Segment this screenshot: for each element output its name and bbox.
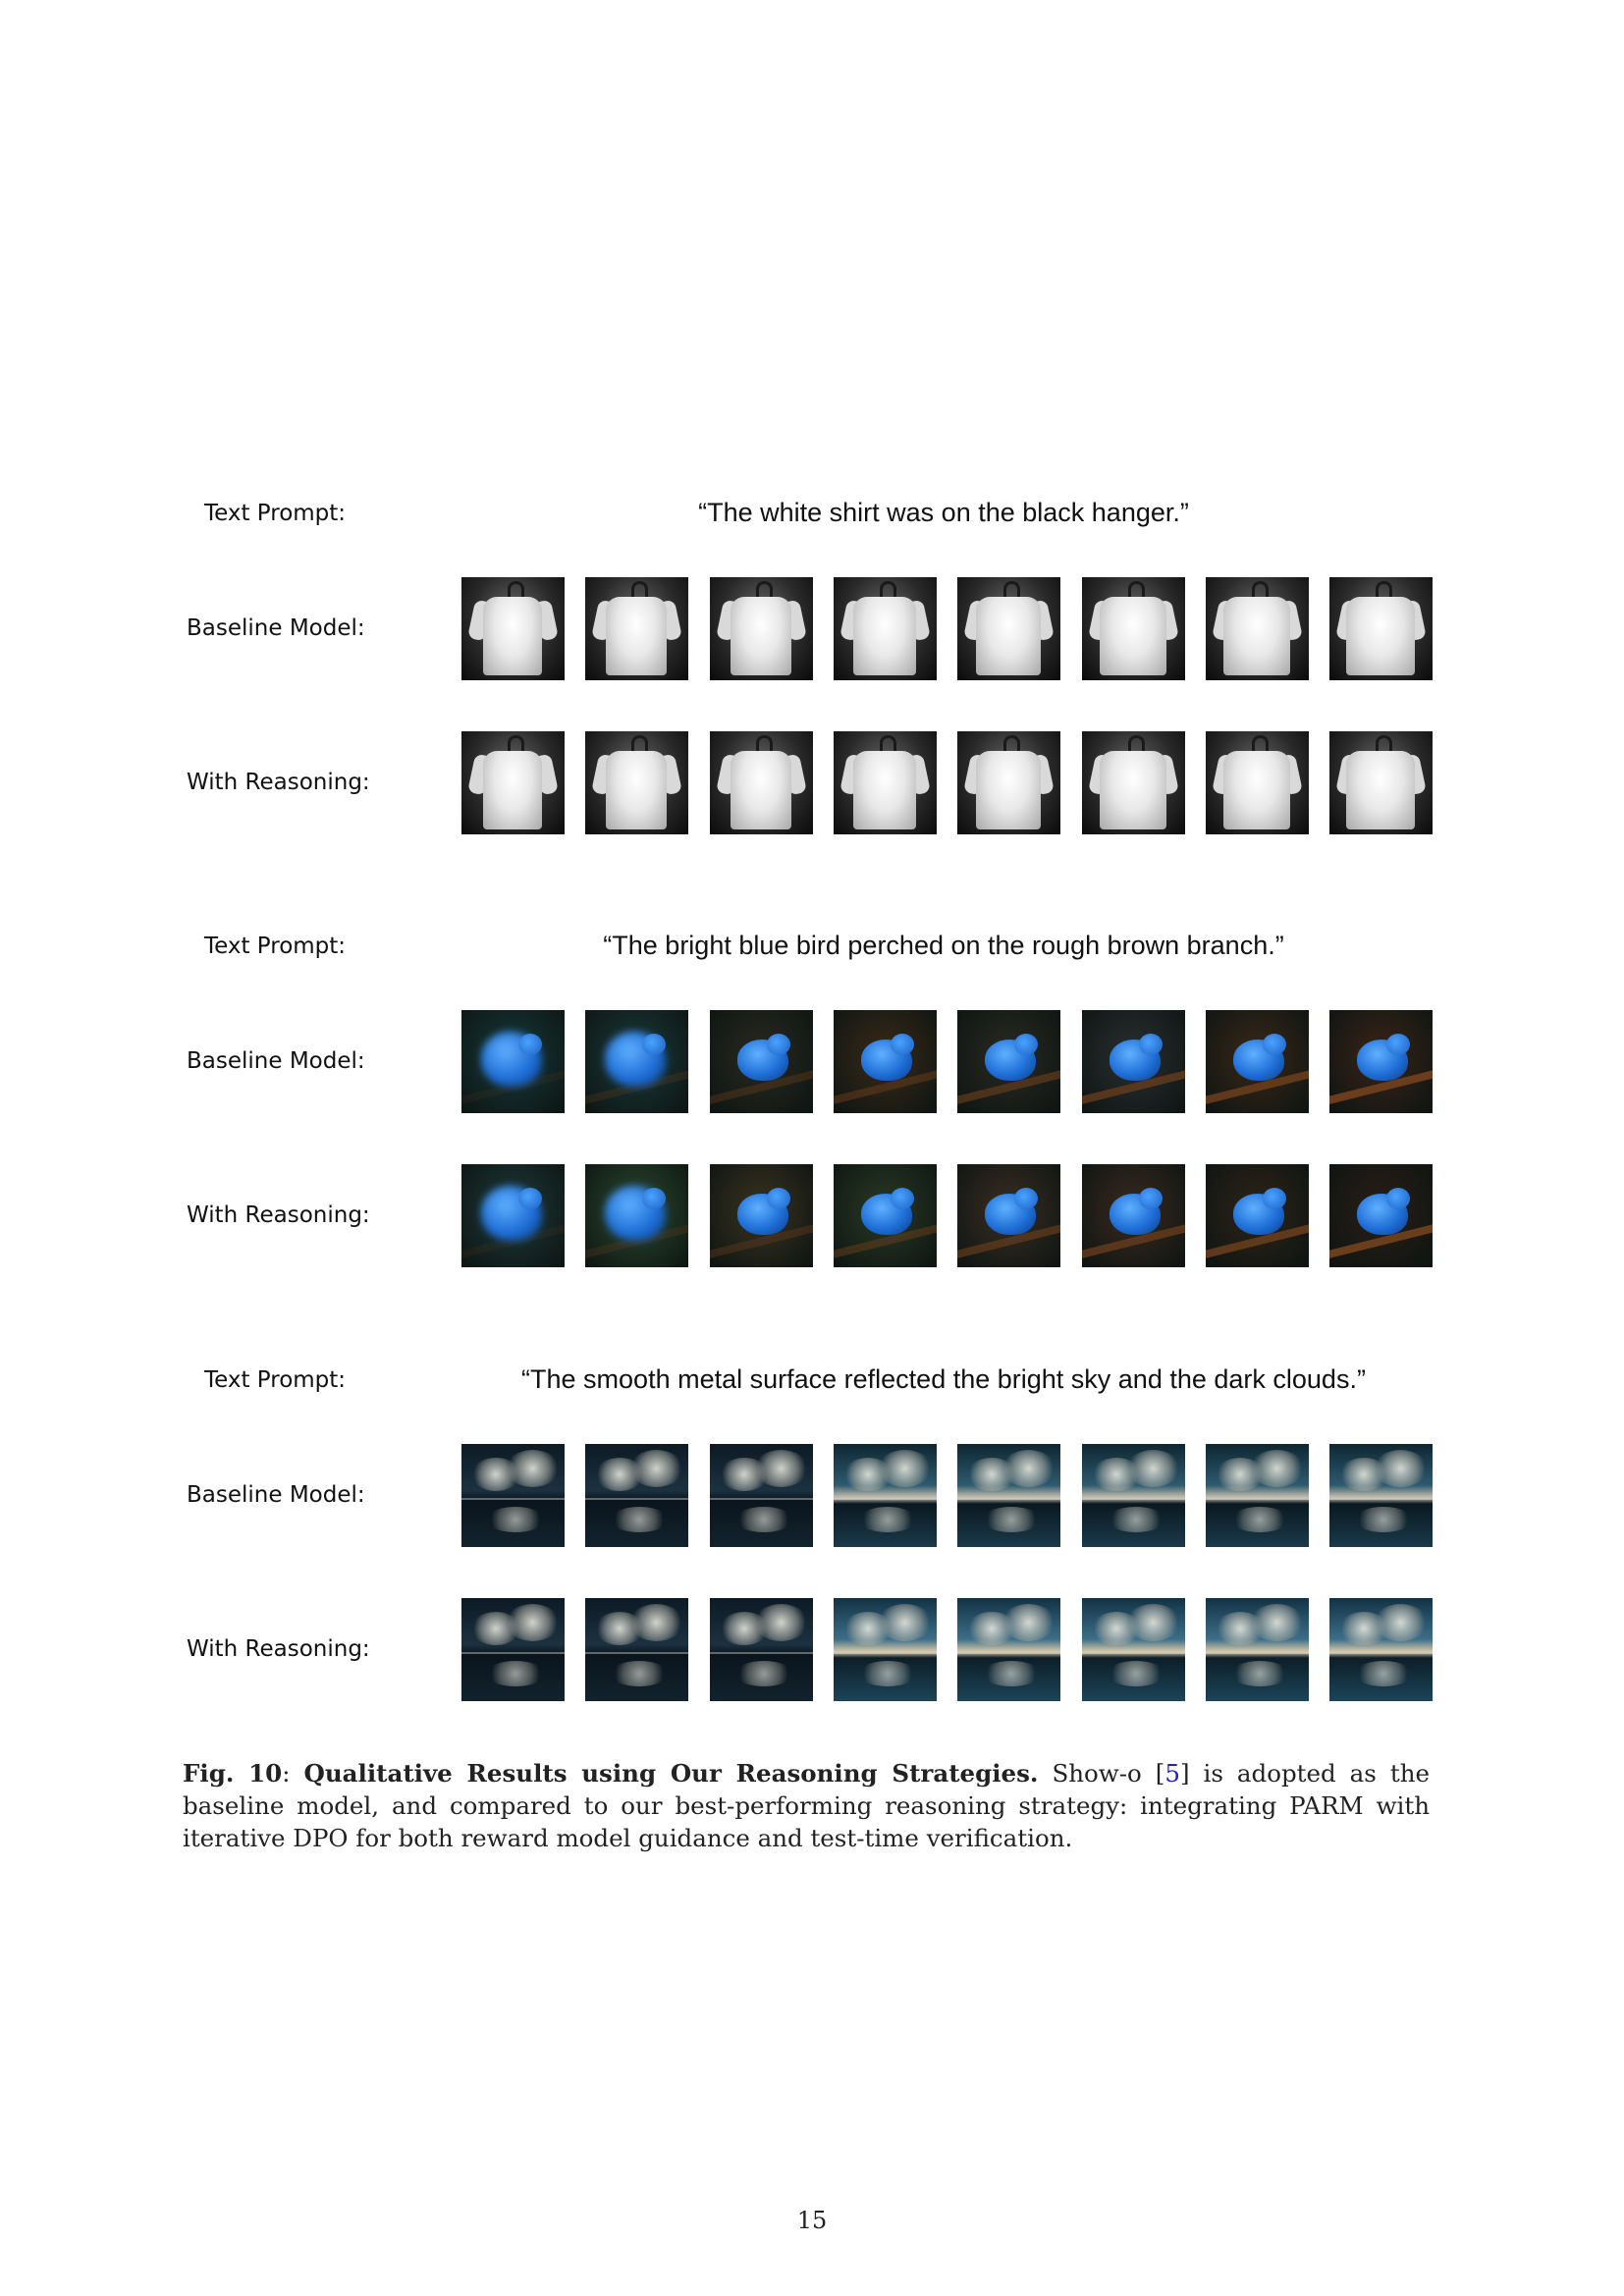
generated-image	[461, 577, 565, 680]
generated-image	[585, 731, 688, 834]
baseline-image-row	[461, 1010, 1433, 1113]
generated-image	[461, 731, 565, 834]
generated-image	[710, 731, 813, 834]
baseline-model-label: Baseline Model:	[187, 1048, 365, 1074]
generated-image	[834, 1010, 937, 1113]
caption-text: Show-o [	[1052, 1759, 1165, 1788]
generated-image	[957, 577, 1060, 680]
baseline-image-row	[461, 1444, 1433, 1547]
generated-image	[1082, 1010, 1185, 1113]
generated-image	[1206, 1598, 1309, 1701]
generated-image	[1329, 731, 1433, 834]
generated-image	[1206, 731, 1309, 834]
generated-image	[957, 1598, 1060, 1701]
generated-image	[710, 577, 813, 680]
generated-image	[1329, 1598, 1433, 1701]
generated-image	[585, 577, 688, 680]
generated-image	[957, 1010, 1060, 1113]
generated-image	[1206, 1164, 1309, 1267]
generated-image	[1082, 577, 1185, 680]
generated-image	[1082, 1444, 1185, 1547]
citation-link[interactable]: 5	[1164, 1759, 1180, 1788]
caption-title: Qualitative Results using Our Reasoning …	[303, 1759, 1039, 1788]
generated-image	[710, 1598, 813, 1701]
generated-image	[957, 1444, 1060, 1547]
baseline-model-label: Baseline Model:	[187, 615, 365, 641]
caption-separator: :	[282, 1759, 291, 1788]
generated-image	[1329, 1444, 1433, 1547]
text-prompt: “The smooth metal surface reflected the …	[521, 1364, 1366, 1394]
generated-image	[1329, 1010, 1433, 1113]
generated-image	[1206, 1444, 1309, 1547]
figure-caption: Fig. 10: Qualitative Results using Our R…	[183, 1757, 1430, 1854]
generated-image	[834, 577, 937, 680]
with-reasoning-label: With Reasoning:	[187, 1636, 370, 1662]
with-reasoning-label: With Reasoning:	[187, 770, 370, 795]
generated-image	[585, 1164, 688, 1267]
with-reasoning-label: With Reasoning:	[187, 1202, 370, 1228]
generated-image	[957, 1164, 1060, 1267]
figure-label: Fig. 10	[183, 1759, 283, 1788]
baseline-image-row	[461, 577, 1433, 680]
generated-image	[1206, 577, 1309, 680]
generated-image	[834, 1598, 937, 1701]
generated-image	[1082, 1164, 1185, 1267]
caption-text: ] is adopted as the baseline model, and …	[183, 1759, 1430, 1852]
page-number: 15	[796, 2207, 828, 2234]
figure-10: Text Prompt: “The white shirt was on the…	[187, 498, 1433, 1701]
generated-image	[461, 1010, 565, 1113]
generated-image	[585, 1010, 688, 1113]
reasoning-image-row	[461, 1598, 1433, 1701]
generated-image	[461, 1164, 565, 1267]
generated-image	[1329, 1164, 1433, 1267]
generated-image	[834, 1444, 937, 1547]
text-prompt: “The bright blue bird perched on the rou…	[603, 931, 1284, 960]
baseline-model-label: Baseline Model:	[187, 1482, 365, 1508]
generated-image	[834, 731, 937, 834]
reasoning-image-row	[461, 1164, 1433, 1267]
generated-image	[461, 1598, 565, 1701]
generated-image	[1206, 1010, 1309, 1113]
generated-image	[1329, 577, 1433, 680]
reasoning-image-row	[461, 731, 1433, 834]
generated-image	[1082, 731, 1185, 834]
text-prompt-label: Text Prompt:	[203, 1367, 347, 1393]
generated-image	[710, 1010, 813, 1113]
generated-image	[461, 1444, 565, 1547]
text-prompt-label: Text Prompt:	[203, 501, 347, 526]
text-prompt: “The white shirt was on the black hanger…	[698, 498, 1189, 527]
generated-image	[834, 1164, 937, 1267]
generated-image	[710, 1164, 813, 1267]
generated-image	[957, 731, 1060, 834]
generated-image	[585, 1598, 688, 1701]
generated-image	[710, 1444, 813, 1547]
text-prompt-label: Text Prompt:	[203, 934, 347, 959]
generated-image	[1082, 1598, 1185, 1701]
generated-image	[585, 1444, 688, 1547]
